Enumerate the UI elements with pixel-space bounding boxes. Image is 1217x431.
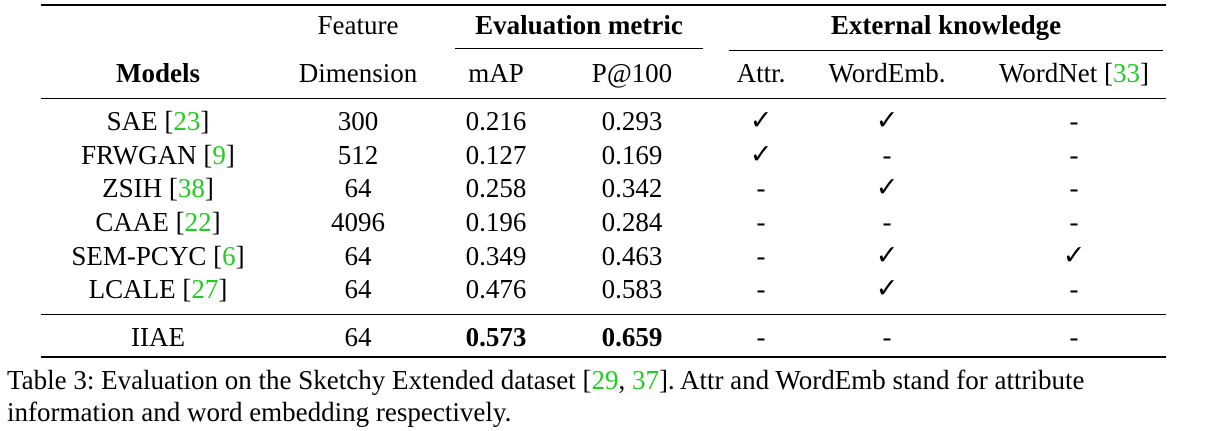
row-map-cell: 0.216 xyxy=(465,106,527,136)
row-p100-cell: 0.169 xyxy=(601,140,663,170)
row-attr-cell: - xyxy=(756,274,766,304)
row-map-cell: 0.258 xyxy=(465,173,527,203)
row-model-cell: SAE [23] xyxy=(106,106,210,136)
header-rule xyxy=(41,98,1166,99)
model-name: SEM-PCYC xyxy=(71,241,207,271)
final-row-model: IIAE xyxy=(131,322,185,352)
model-name: ZSIH xyxy=(102,173,163,203)
models-header: Models xyxy=(116,58,200,88)
feature-header-line1: Feature xyxy=(317,10,399,40)
model-name: SAE xyxy=(106,106,158,136)
row-p100-cell: 0.463 xyxy=(601,241,663,271)
p100-header: P@100 xyxy=(591,58,673,88)
citation-link[interactable]: 23 xyxy=(173,106,201,136)
row-wordemb-cell: ✓ xyxy=(875,105,899,136)
row-dim-cell: 64 xyxy=(344,241,372,271)
final-row-wordnet: - xyxy=(1069,322,1079,352)
row-wordnet-cell: - xyxy=(1069,274,1079,304)
citation-link[interactable]: 9 xyxy=(212,140,226,170)
citation-link[interactable]: 33 xyxy=(1113,58,1141,88)
caption-line1: Table 3: Evaluation on the Sketchy Exten… xyxy=(7,364,1217,396)
row-wordemb-cell: ✓ xyxy=(875,240,899,271)
external-knowledge-group-header: External knowledge xyxy=(830,10,1062,40)
row-attr-cell: - xyxy=(756,241,766,271)
row-attr-cell: - xyxy=(756,207,766,237)
model-name: LCALE xyxy=(88,274,176,304)
row-dim-cell: 4096 xyxy=(331,207,385,237)
caption-prefix: Table 3: Evaluation on the Sketchy Exten… xyxy=(7,365,592,395)
eval-group-rule xyxy=(455,48,703,49)
row-wordemb-cell: - xyxy=(882,207,892,237)
citation-link[interactable]: 6 xyxy=(222,241,236,271)
row-p100-cell: 0.583 xyxy=(601,274,663,304)
row-dim-cell: 300 xyxy=(337,106,379,136)
row-dim-cell: 512 xyxy=(337,140,379,170)
attr-header: Attr. xyxy=(736,58,786,88)
ours-separator-rule xyxy=(41,314,1166,315)
row-p100-cell: 0.342 xyxy=(601,173,663,203)
citation-link[interactable]: 22 xyxy=(184,207,212,237)
row-wordnet-cell: - xyxy=(1069,207,1079,237)
row-wordnet-cell: - xyxy=(1069,140,1079,170)
row-wordnet-cell: ✓ xyxy=(1062,240,1086,271)
row-model-cell: CAAE [22] xyxy=(95,207,221,237)
final-row-wordemb: - xyxy=(882,322,892,352)
final-row-p100: 0.659 xyxy=(601,322,663,352)
model-name: FRWGAN xyxy=(81,140,197,170)
row-attr-cell: ✓ xyxy=(749,139,773,170)
row-dim-cell: 64 xyxy=(344,274,372,304)
caption-separator: , xyxy=(618,365,632,395)
final-row-dim: 64 xyxy=(344,322,372,352)
row-wordnet-cell: - xyxy=(1069,173,1079,203)
eval-metric-group-header: Evaluation metric xyxy=(475,10,683,40)
top-rule xyxy=(41,4,1166,6)
citation-link[interactable]: 38 xyxy=(177,173,205,203)
row-map-cell: 0.476 xyxy=(465,274,527,304)
row-model-cell: LCALE [27] xyxy=(88,274,228,304)
row-map-cell: 0.196 xyxy=(465,207,527,237)
row-dim-cell: 64 xyxy=(344,173,372,203)
row-model-cell: SEM-PCYC [6] xyxy=(71,241,245,271)
caption-suffix: ]. Attr and WordEmb stand for attribute xyxy=(658,365,1085,395)
row-wordemb-cell: - xyxy=(882,140,892,170)
model-name: CAAE xyxy=(95,207,169,237)
table-caption: Table 3: Evaluation on the Sketchy Exten… xyxy=(7,364,1217,428)
external-group-rule xyxy=(729,50,1163,51)
final-row-attr: - xyxy=(756,322,766,352)
row-p100-cell: 0.284 xyxy=(601,207,663,237)
row-attr-cell: ✓ xyxy=(749,105,773,136)
row-map-cell: 0.349 xyxy=(465,241,527,271)
citation-link[interactable]: 27 xyxy=(191,274,219,304)
row-p100-cell: 0.293 xyxy=(601,106,663,136)
wordnet-header-label: WordNet xyxy=(998,58,1098,88)
row-model-cell: FRWGAN [9] xyxy=(81,140,235,170)
row-model-cell: ZSIH [38] xyxy=(102,173,214,203)
wordemb-header: WordEmb. xyxy=(828,58,946,88)
row-wordemb-cell: ✓ xyxy=(875,273,899,304)
citation-link[interactable]: 37 xyxy=(631,365,659,395)
caption-line2: information and word embedding respectiv… xyxy=(7,397,512,427)
wordnet-header: WordNet [33] xyxy=(998,58,1150,88)
bottom-rule xyxy=(41,356,1166,358)
feature-header-line2: Dimension xyxy=(298,58,418,88)
row-wordemb-cell: ✓ xyxy=(875,172,899,203)
row-wordnet-cell: - xyxy=(1069,106,1079,136)
citation-link[interactable]: 29 xyxy=(591,365,619,395)
row-attr-cell: - xyxy=(756,173,766,203)
row-map-cell: 0.127 xyxy=(465,140,527,170)
final-row-map: 0.573 xyxy=(465,322,527,352)
map-header: mAP xyxy=(468,58,524,88)
